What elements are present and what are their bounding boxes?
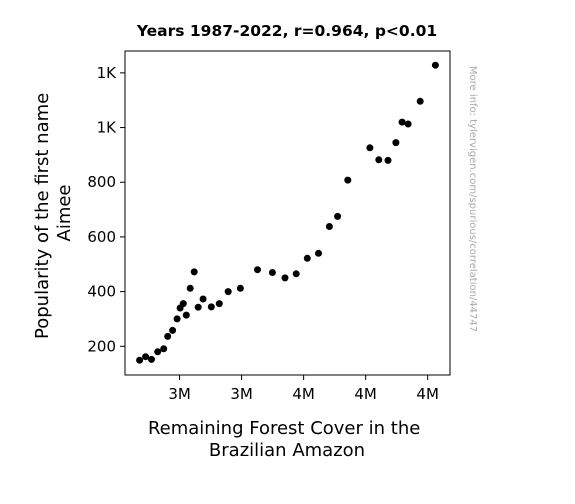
data-point [268, 269, 276, 276]
data-point [173, 315, 181, 323]
x-tick-label: 4M [292, 385, 315, 403]
watermark: More info: tylervigen.com/spurious/corre… [467, 66, 478, 332]
y-tick-label: 400 [87, 283, 116, 301]
data-point [199, 295, 207, 303]
data-points [136, 61, 439, 364]
y-tick-label: 600 [87, 228, 116, 246]
plot-area [124, 50, 451, 376]
x-tick-label: 3M [230, 385, 253, 403]
data-point [375, 156, 383, 164]
x-tick-label: 4M [354, 385, 377, 403]
data-point [315, 249, 322, 257]
data-point [224, 288, 232, 296]
y-axis-label-line-2: Aimee [54, 185, 75, 242]
data-point [142, 353, 150, 361]
x-tick-label: 4M [416, 385, 439, 403]
data-point [179, 300, 187, 308]
data-point [334, 212, 342, 220]
y-tick-label: 800 [87, 173, 116, 191]
plot-frame [124, 50, 451, 376]
x-axis-ticks: 3M 3M 4M 4M 4M [168, 375, 439, 403]
data-point [303, 254, 311, 262]
data-point [236, 284, 244, 292]
data-point [281, 274, 289, 282]
y-axis-ticks: 200 400 600 800 1K 1K [87, 64, 125, 355]
data-point [207, 303, 215, 311]
data-point [160, 345, 168, 353]
y-tick-label: 200 [87, 337, 116, 355]
data-point [164, 332, 172, 340]
data-point [148, 355, 155, 363]
data-point [431, 61, 439, 69]
data-point [169, 326, 177, 334]
data-point [292, 270, 300, 278]
data-point [194, 303, 202, 311]
data-point [366, 144, 374, 152]
data-point [384, 156, 392, 164]
data-point [392, 139, 400, 147]
data-point [404, 120, 412, 128]
data-point [186, 284, 194, 292]
data-point [398, 118, 406, 126]
data-point [190, 268, 198, 276]
x-axis-label-line-1: Remaining Forest Cover in the [148, 418, 420, 439]
data-point [215, 300, 223, 308]
data-point [416, 97, 424, 105]
data-point [325, 223, 333, 230]
data-point [254, 266, 261, 274]
y-tick-label: 1K [97, 64, 118, 82]
data-point [344, 176, 352, 184]
data-point [136, 356, 144, 364]
x-axis-label-line-2: Brazilian Amazon [209, 440, 365, 461]
y-tick-label: 1K [97, 119, 118, 137]
data-point [182, 311, 190, 319]
x-axis-label: Remaining Forest Cover in the Brazilian … [148, 418, 426, 461]
x-tick-label: 3M [168, 385, 191, 403]
y-axis-label: Popularity of the first name Aimee [32, 87, 75, 339]
chart-title: Years 1987-2022, r=0.964, p<0.01 [136, 22, 437, 40]
y-axis-label-line-1: Popularity of the first name [32, 93, 53, 339]
data-point [154, 348, 162, 356]
